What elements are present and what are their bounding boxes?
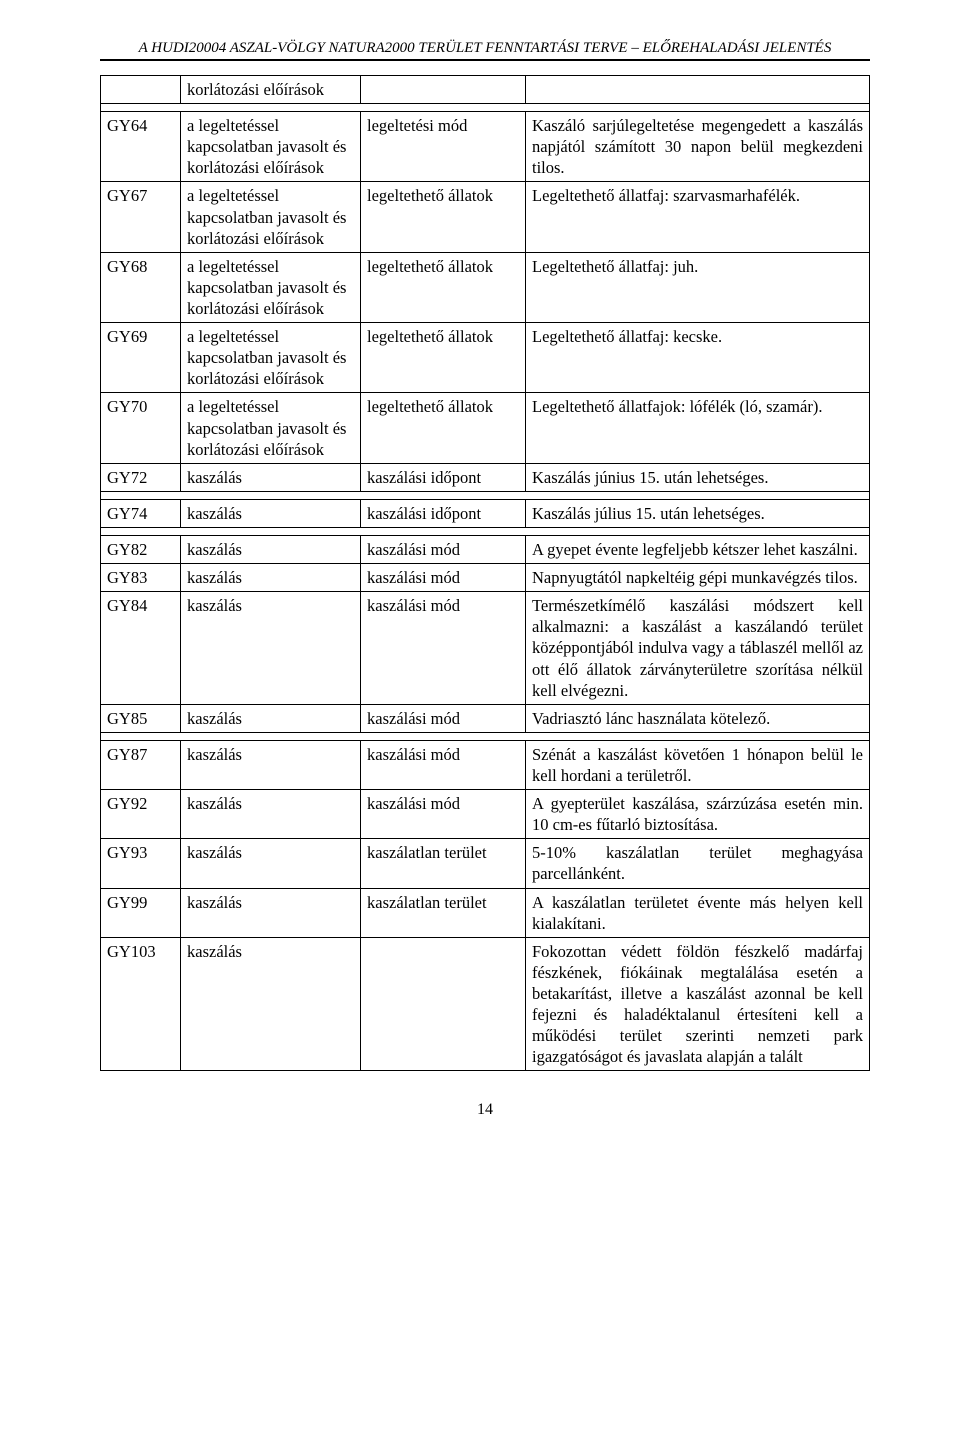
running-header: A HUDI20004 ASZAL-VÖLGY NATURA2000 TERÜL… (100, 40, 870, 61)
code-cell: GY64 (101, 112, 181, 182)
code-cell: GY103 (101, 937, 181, 1071)
type-cell: kaszálási időpont (361, 499, 526, 527)
table-row: GY87kaszáláskaszálási módSzénát a kaszál… (101, 740, 870, 789)
table-row: GY70a legeltetéssel kapcsolatban javasol… (101, 393, 870, 463)
type-cell: kaszálási mód (361, 704, 526, 732)
desc-cell: A gyepet évente legfeljebb kétszer lehet… (526, 535, 870, 563)
code-cell: GY84 (101, 592, 181, 705)
table-row (101, 104, 870, 112)
category-cell: kaszálás (181, 463, 361, 491)
type-cell: kaszálási mód (361, 790, 526, 839)
desc-cell: Legeltethető állatfaj: szarvasmarhafélék… (526, 182, 870, 252)
table-row: GY68a legeltetéssel kapcsolatban javasol… (101, 252, 870, 322)
table-row: korlátozási előírások (101, 76, 870, 104)
table-row: GY74kaszáláskaszálási időpontKaszálás jú… (101, 499, 870, 527)
type-cell: kaszálatlan terület (361, 888, 526, 937)
type-cell: legeltethető állatok (361, 323, 526, 393)
code-cell: GY72 (101, 463, 181, 491)
category-cell: korlátozási előírások (181, 76, 361, 104)
category-cell: kaszálás (181, 740, 361, 789)
table-row: GY64a legeltetéssel kapcsolatban javasol… (101, 112, 870, 182)
desc-cell: Legeltethető állatfajok: lófélék (ló, sz… (526, 393, 870, 463)
code-cell: GY67 (101, 182, 181, 252)
code-cell: GY70 (101, 393, 181, 463)
running-header-text: A HUDI20004 ASZAL-VÖLGY NATURA2000 TERÜL… (139, 40, 832, 56)
table-row: GY85kaszáláskaszálási módVadriasztó lánc… (101, 704, 870, 732)
table-row: GY67a legeltetéssel kapcsolatban javasol… (101, 182, 870, 252)
code-cell: GY83 (101, 564, 181, 592)
desc-cell: Kaszáló sarjúlegeltetése megengedett a k… (526, 112, 870, 182)
type-cell: legeltethető állatok (361, 182, 526, 252)
category-cell: kaszálás (181, 888, 361, 937)
code-cell: GY68 (101, 252, 181, 322)
table-row: GY72kaszáláskaszálási időpontKaszálás jú… (101, 463, 870, 491)
category-cell: kaszálás (181, 937, 361, 1071)
category-cell: kaszálás (181, 535, 361, 563)
desc-cell: A kaszálatlan területet évente más helye… (526, 888, 870, 937)
type-cell: kaszálatlan terület (361, 839, 526, 888)
code-cell: GY74 (101, 499, 181, 527)
page-number-text: 14 (477, 1101, 493, 1118)
desc-cell: Legeltethető állatfaj: kecske. (526, 323, 870, 393)
desc-cell: Kaszálás június 15. után lehetséges. (526, 463, 870, 491)
regulations-table: korlátozási előírásokGY64a legeltetéssel… (100, 75, 870, 1071)
desc-cell: A gyepterület kaszálása, szárzúzása eset… (526, 790, 870, 839)
code-cell: GY92 (101, 790, 181, 839)
table-row: GY103kaszálás Fokozottan védett földön fé… (101, 937, 870, 1071)
type-cell: kaszálási mód (361, 592, 526, 705)
code-cell: GY93 (101, 839, 181, 888)
table-row: GY93kaszáláskaszálatlan terület5-10% kas… (101, 839, 870, 888)
desc-cell: Legeltethető állatfaj: juh. (526, 252, 870, 322)
table-row: GY84kaszáláskaszálási módTermészetkímélő… (101, 592, 870, 705)
code-cell: GY82 (101, 535, 181, 563)
type-cell: kaszálási időpont (361, 463, 526, 491)
table-row: GY82kaszáláskaszálási módA gyepet évente… (101, 535, 870, 563)
category-cell: kaszálás (181, 499, 361, 527)
page: A HUDI20004 ASZAL-VÖLGY NATURA2000 TERÜL… (0, 0, 960, 1159)
desc-cell: Fokozottan védett földön fészkelő madárf… (526, 937, 870, 1071)
table-row: GY83kaszáláskaszálási módNapnyugtától na… (101, 564, 870, 592)
code-cell: GY87 (101, 740, 181, 789)
table-cell (101, 104, 870, 112)
type-cell (361, 937, 526, 1071)
desc-cell: Vadriasztó lánc használata kötelező. (526, 704, 870, 732)
type-cell: legeltethető állatok (361, 393, 526, 463)
code-cell: GY69 (101, 323, 181, 393)
category-cell: a legeltetéssel kapcsolatban javasolt és… (181, 182, 361, 252)
type-cell: kaszálási mód (361, 564, 526, 592)
category-cell: a legeltetéssel kapcsolatban javasolt és… (181, 112, 361, 182)
type-cell: legeltethető állatok (361, 252, 526, 322)
table-row (101, 732, 870, 740)
code-cell: GY85 (101, 704, 181, 732)
category-cell: kaszálás (181, 564, 361, 592)
table-row (101, 527, 870, 535)
category-cell: a legeltetéssel kapcsolatban javasolt és… (181, 393, 361, 463)
table-cell (101, 491, 870, 499)
category-cell: kaszálás (181, 790, 361, 839)
desc-cell: Napnyugtától napkeltéig gépi munkavégzés… (526, 564, 870, 592)
table-row: GY99kaszáláskaszálatlan területA kaszála… (101, 888, 870, 937)
category-cell: kaszálás (181, 704, 361, 732)
type-cell: kaszálási mód (361, 535, 526, 563)
table-row: GY69a legeltetéssel kapcsolatban javasol… (101, 323, 870, 393)
table-cell (101, 527, 870, 535)
category-cell: a legeltetéssel kapcsolatban javasolt és… (181, 323, 361, 393)
code-cell: GY99 (101, 888, 181, 937)
desc-cell: Kaszálás július 15. után lehetséges. (526, 499, 870, 527)
category-cell: kaszálás (181, 592, 361, 705)
category-cell: a legeltetéssel kapcsolatban javasolt és… (181, 252, 361, 322)
code-cell (101, 76, 181, 104)
table-row (101, 491, 870, 499)
type-cell: kaszálási mód (361, 740, 526, 789)
page-number: 14 (100, 1101, 870, 1119)
desc-cell: Természetkímélő kaszálási módszert kell … (526, 592, 870, 705)
type-cell: legeltetési mód (361, 112, 526, 182)
category-cell: kaszálás (181, 839, 361, 888)
table-row: GY92kaszáláskaszálási módA gyepterület k… (101, 790, 870, 839)
desc-cell: 5-10% kaszálatlan terület meghagyása par… (526, 839, 870, 888)
desc-cell: Szénát a kaszálást követően 1 hónapon be… (526, 740, 870, 789)
type-cell (361, 76, 526, 104)
desc-cell (526, 76, 870, 104)
table-cell (101, 732, 870, 740)
